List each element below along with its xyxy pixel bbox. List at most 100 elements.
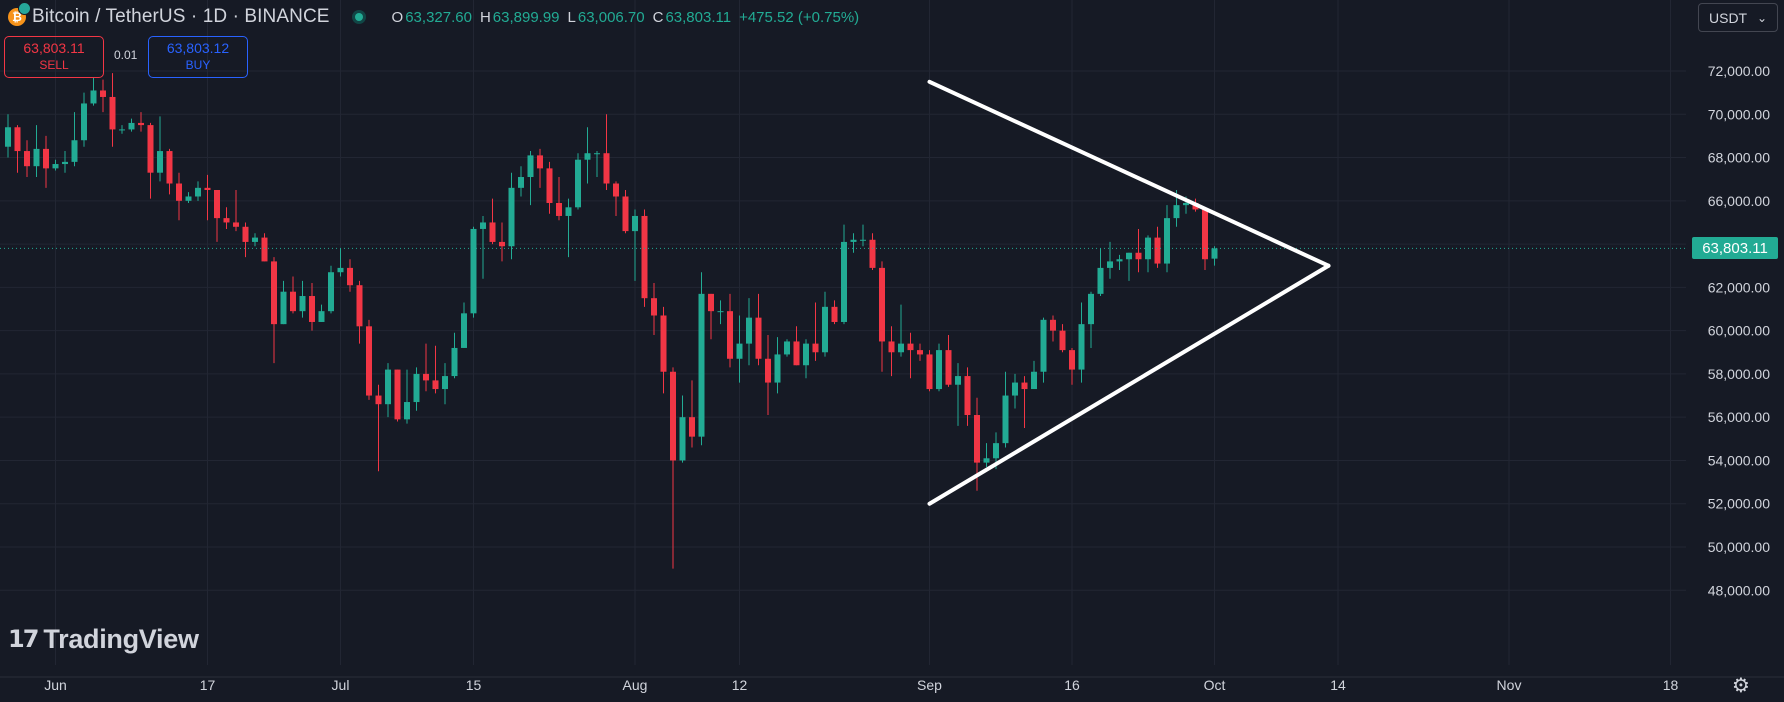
ohlc-values: O 63,327.60 H 63,899.99 L 63,006.70 C 63,803… (392, 9, 866, 26)
triangle-drawing[interactable] (927, 79, 1331, 506)
candle-body (185, 196, 192, 201)
candle-body (831, 306, 838, 322)
candle-body (90, 90, 97, 104)
candle-body (138, 122, 144, 126)
candle-body (565, 207, 572, 216)
chevron-down-icon: ⌄ (1756, 10, 1767, 25)
tether-icon (18, 2, 31, 15)
candle-body (860, 239, 866, 241)
candle-body (43, 148, 49, 169)
candle-body (176, 183, 182, 201)
candle-body (299, 296, 306, 312)
x-tick-label: Jun (44, 677, 67, 693)
candle-body (442, 376, 448, 390)
x-tick-label: 15 (466, 677, 482, 693)
candle-body (100, 90, 106, 97)
sell-label: SELL (39, 58, 69, 72)
gear-icon[interactable]: ⚙ (1732, 674, 1750, 697)
candle-body (52, 164, 59, 169)
y-tick-label: 70,000.00 (1708, 106, 1770, 122)
candle-body (632, 215, 638, 232)
symbol-title[interactable]: Bitcoin / TetherUS · 1D · BINANCE (32, 6, 330, 27)
candle-body (242, 226, 249, 242)
candle-body (879, 267, 885, 342)
candle-body (204, 187, 211, 190)
candle-body (461, 313, 467, 348)
tradingview-logo[interactable]: 𝟭𝟳 TradingView (8, 624, 199, 655)
currency-select[interactable]: USDT ⌄ (1698, 3, 1778, 32)
candle-body (679, 417, 686, 461)
candle-body (584, 153, 591, 160)
candle-body (261, 237, 268, 262)
buy-label: BUY (185, 58, 211, 72)
candle-body (974, 415, 980, 463)
candle-body (1116, 259, 1123, 262)
ohlc-low-key: L (567, 8, 576, 26)
candle-body (622, 196, 629, 232)
ohlc-low-value: 63,006.70 (577, 8, 645, 26)
y-tick-label: 56,000.00 (1708, 409, 1770, 425)
trendline (927, 263, 1331, 506)
candle-body (451, 347, 458, 377)
candle-body (62, 161, 68, 165)
symbol-header: ₿ Bitcoin / TetherUS · 1D · BINANCE O 63,… (0, 0, 865, 34)
candle-body (119, 129, 125, 131)
candle-body (603, 153, 610, 184)
candle-body (166, 151, 173, 184)
candle-body (432, 380, 439, 390)
candle-body (727, 311, 733, 359)
candle-body (1183, 202, 1189, 206)
candle-body (157, 151, 163, 173)
candle-body (651, 298, 657, 316)
price-axis[interactable]: 72,000.0070,000.0068,000.0066,000.0064,0… (1708, 63, 1770, 598)
candle-body (128, 122, 135, 130)
x-tick-label: 16 (1064, 677, 1080, 693)
candle-body (964, 376, 971, 416)
market-status-icon[interactable] (351, 10, 366, 24)
time-axis[interactable]: Jun 17 Jul 15 Aug 12 Sep 16 Oct 14 Nov 18 (44, 677, 1678, 693)
spread-value: 0.01 (114, 48, 138, 62)
y-tick-label: 68,000.00 (1708, 150, 1770, 166)
candle-body (375, 395, 382, 405)
candle-body (765, 358, 771, 383)
candle-body (841, 241, 847, 322)
x-tick-label: Jul (332, 677, 350, 693)
candle-body (575, 159, 581, 208)
candle-body (195, 187, 201, 197)
candle-body (708, 293, 714, 312)
ohlc-high-value: 63,899.99 (492, 8, 560, 26)
candle-body (290, 291, 296, 312)
candle-body (993, 443, 999, 459)
candle-body (888, 341, 895, 353)
candle-body (309, 296, 315, 322)
candle-body (1164, 218, 1170, 264)
candle-body (1059, 330, 1066, 351)
buy-price: 63,803.12 (166, 40, 230, 56)
candle-body (1031, 371, 1037, 390)
x-tick-label: 12 (732, 677, 748, 693)
sell-button[interactable]: 63,803.11 SELL (4, 36, 104, 78)
candle-body (413, 373, 420, 403)
x-tick-label: Aug (623, 677, 648, 693)
candle-body (594, 153, 600, 155)
ohlc-close-value: 63,803.11 (665, 8, 732, 26)
candle-body (404, 402, 410, 420)
candle-body (347, 267, 353, 286)
candle-body (898, 343, 904, 353)
buy-button[interactable]: 63,803.12 BUY (148, 36, 248, 78)
candle-body (1078, 324, 1085, 370)
candle-body (803, 343, 809, 366)
candle-body (926, 354, 933, 390)
candle-body (14, 127, 21, 152)
candle-body (907, 343, 914, 351)
candle-body (746, 317, 752, 344)
grid-lines (0, 0, 1784, 678)
candle-body (936, 350, 942, 390)
candle-body (480, 222, 486, 229)
y-tick-label: 72,000.00 (1708, 63, 1770, 79)
candle-body (109, 96, 116, 130)
candle-body (33, 148, 40, 167)
x-tick-label: 18 (1663, 677, 1679, 693)
y-tick-label: 52,000.00 (1708, 496, 1770, 512)
